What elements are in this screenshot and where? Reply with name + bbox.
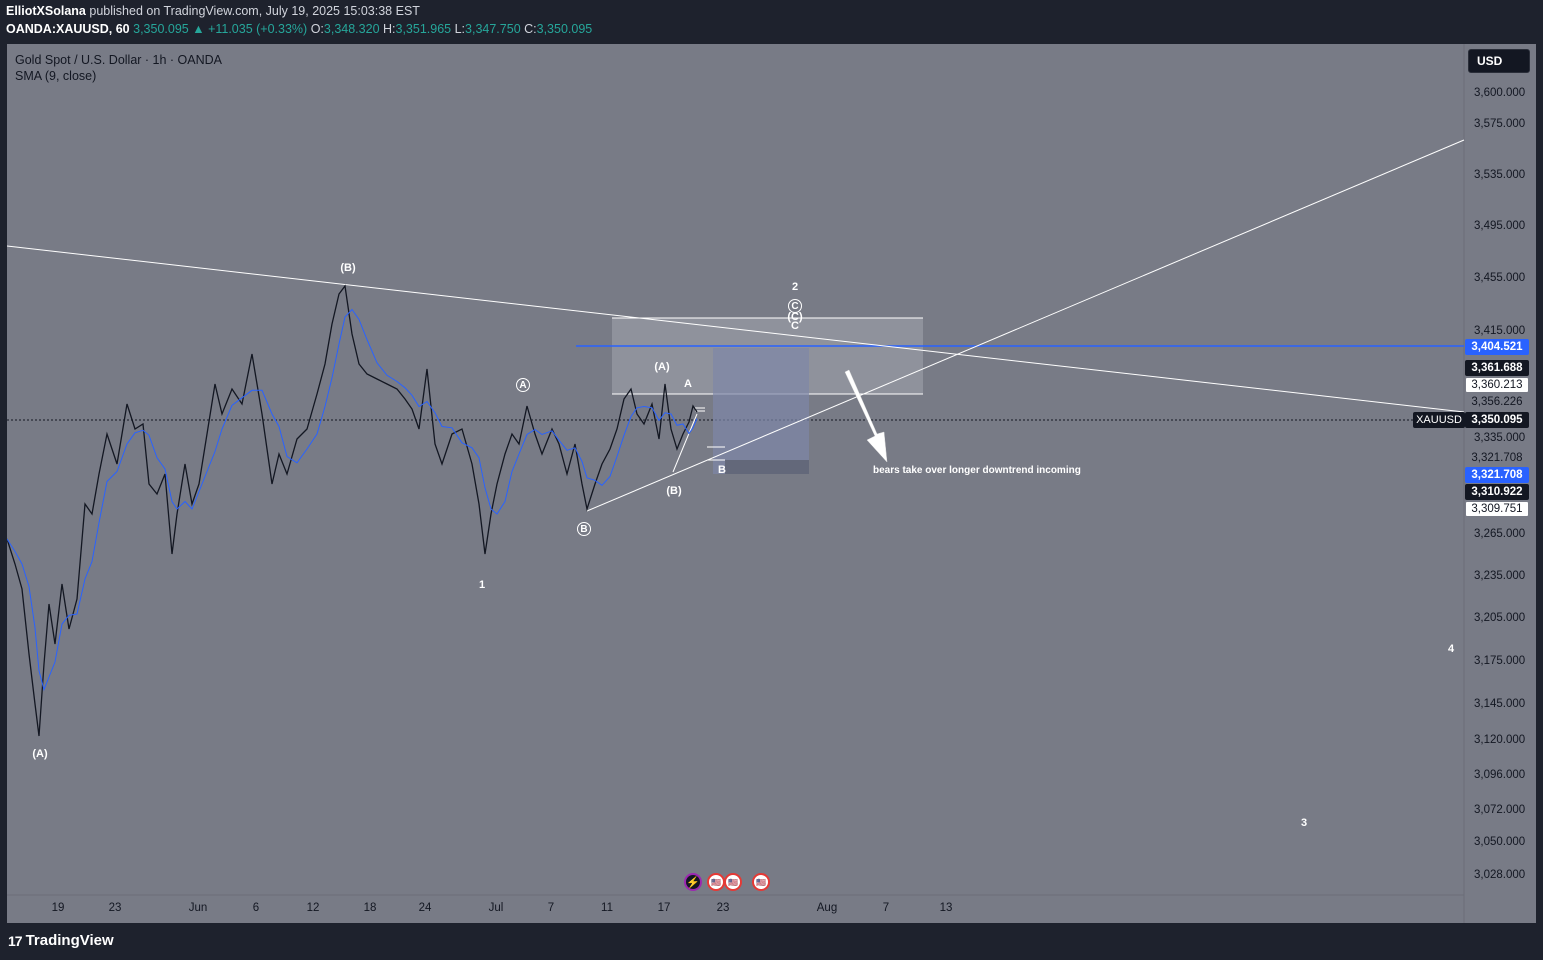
x-tick-label: 23 [108,902,122,914]
y-tick-label: 3,050.000 [1474,836,1526,848]
y-tick-label: 3,120.000 [1474,734,1526,746]
wave-label-b-circle[interactable]: B [577,522,591,536]
price-change: ▲ +11.035 (+0.33%) [192,22,308,36]
y-tick-label: 3,535.000 [1474,169,1526,181]
y-tick-label: 3,175.000 [1474,655,1526,667]
chart-area[interactable]: Gold Spot / U.S. Dollar · 1h · OANDA SMA… [7,44,1536,923]
descending-trendline[interactable] [7,245,1465,413]
legend-title[interactable]: Gold Spot / U.S. Dollar · 1h · OANDA [15,53,223,67]
ascending-trendline[interactable] [586,139,1465,512]
open-value: 3,348.320 [323,22,380,36]
wave-label-3[interactable]: 3 [1300,817,1308,829]
sma-line [7,308,698,692]
tradingview-logo-icon: 17 [8,932,23,949]
down-arrow-icon[interactable] [844,369,888,463]
price-label-white-1: 3,360.213 [1465,377,1529,393]
wave-label-a-low[interactable]: (A) [32,748,48,760]
mini-trendline[interactable] [672,413,698,473]
y-tick-label: 3,235.000 [1474,570,1526,582]
price-label-blue-2: 3,321.708 [1465,467,1529,483]
price-label-plain-1: 3,356.226 [1471,396,1523,408]
price-label-plain-2: 3,321.708 [1471,452,1523,464]
wave-label-c-plain[interactable]: C [791,320,799,332]
x-tick-label: 13 [939,902,953,914]
tradingview-logo-text: TradingView [25,932,114,949]
wave-label-2[interactable]: 2 [791,281,799,293]
publisher-name[interactable]: ElliotXSolana [6,4,86,18]
y-tick-label: 3,495.000 [1474,220,1526,232]
currency-button[interactable]: USD [1468,49,1530,73]
wave-label-c-paren[interactable]: (C) [787,311,803,323]
y-tick-label: 3,072.000 [1474,804,1526,816]
bolt-icon[interactable]: ⚡ [684,873,702,891]
x-tick-label: 23 [716,902,730,914]
wave-label-4[interactable]: 4 [1447,643,1455,655]
position-box[interactable] [713,348,809,474]
last-price: 3,350.095 [133,22,189,36]
wave-label-a-circle[interactable]: A [516,378,530,392]
us-flag-event-icon-2[interactable]: 🇺🇸 [724,873,742,891]
price-label-white-2: 3,309.751 [1465,501,1529,517]
price-label-current: 3,350.095 [1465,412,1529,428]
close-label: C: [524,22,537,36]
price-label-dark-2: 3,310.922 [1465,484,1529,500]
price-series[interactable] [7,284,698,737]
y-tick-label: 3,205.000 [1474,612,1526,624]
high-value: 3,351.965 [395,22,452,36]
x-tick-label: 7 [882,902,890,914]
x-tick-label: 6 [252,902,260,914]
price-label-dark-1: 3,361.688 [1465,360,1529,376]
x-tick-label: 7 [547,902,555,914]
x-tick-label: 19 [51,902,65,914]
price-label-blue-level: 3,404.521 [1465,339,1529,355]
chart-legend: Gold Spot / U.S. Dollar · 1h · OANDA SMA… [15,53,222,85]
x-tick-label: 12 [306,902,320,914]
legend-indicator[interactable]: SMA (9, close) [15,69,97,83]
low-value: 3,347.750 [465,22,521,36]
wave-label-a-mid[interactable]: (A) [654,361,670,373]
y-tick-label: 3,455.000 [1474,272,1526,284]
ohlc-bar: OANDA:XAUUSD, 60 3,350.095 ▲ +11.035 (+0… [6,22,592,36]
symbol-interval: OANDA:XAUUSD, 60 [6,22,130,36]
us-flag-event-icon-3[interactable]: 🇺🇸 [752,873,770,891]
wave-label-b-mid[interactable]: (B) [666,485,682,497]
x-tick-label: 18 [363,902,377,914]
x-tick-label: Jul [488,902,504,914]
stop-box[interactable] [725,460,809,474]
symbol-tag: XAUUSD [1413,412,1465,428]
high-label: H: [383,22,396,36]
wave-label-c-circle[interactable]: C [788,299,802,313]
x-tick-label: 11 [601,902,613,914]
y-tick-label: 3,145.000 [1474,698,1526,710]
tradingview-logo[interactable]: 17 TradingView [8,932,114,949]
y-tick-label: 3,415.000 [1474,325,1526,337]
y-tick-label: 3,335.000 [1474,432,1526,444]
y-tick-label: 3,265.000 [1474,528,1526,540]
publish-date: published on TradingView.com, July 19, 2… [89,4,420,18]
x-tick-label: 24 [418,902,432,914]
wave-label-1[interactable]: 1 [478,579,486,591]
publish-info: ElliotXSolana published on TradingView.c… [6,4,420,18]
close-value: 3,350.095 [536,22,593,36]
open-label: O: [310,22,324,36]
footer: 17 TradingView [0,923,1543,960]
x-tick-label: 17 [657,902,671,914]
y-tick-label: 3,028.000 [1474,869,1526,881]
y-tick-label: 3,096.000 [1474,769,1526,781]
us-flag-event-icon[interactable]: 🇺🇸 [707,873,725,891]
x-tick-label: Aug [816,902,838,914]
chart-canvas[interactable] [7,44,1536,923]
wave-label-b-high[interactable]: (B) [340,262,356,274]
wave-label-a-plain[interactable]: A [684,378,692,390]
chart-header: ElliotXSolana published on TradingView.c… [0,0,1543,44]
low-label: L: [454,22,466,36]
y-tick-label: 3,600.000 [1474,87,1526,99]
text-annotation[interactable]: bears take over longer downtrend incomin… [873,465,1081,476]
y-tick-label: 3,575.000 [1474,118,1526,130]
x-tick-label: Jun [188,902,208,914]
wave-label-b-plain[interactable]: B [718,464,726,476]
